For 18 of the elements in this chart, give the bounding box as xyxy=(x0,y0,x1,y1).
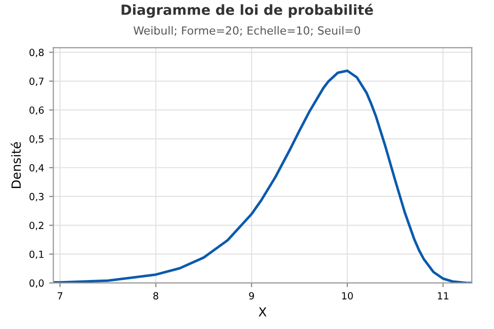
x-tick-label: 7 xyxy=(58,292,62,300)
y-tick-label: 0,3 xyxy=(30,192,44,202)
x-tick-label: 9 xyxy=(249,292,254,300)
y-tick-label: 0,8 xyxy=(30,48,44,58)
x-tick-label: 8 xyxy=(153,292,158,300)
chart-title: Diagramme de loi de probabilité xyxy=(122,4,373,18)
y-tick-label: 0,2 xyxy=(30,222,44,230)
y-tick-label: 0,6 xyxy=(30,106,44,115)
x-tick-label: 10 xyxy=(342,292,353,300)
chart-subtitle: Weibull; Forme=20; Echelle=10; Seuil=0 xyxy=(134,26,360,36)
x-tick-label: 11 xyxy=(438,292,448,300)
x-axis-title: X xyxy=(258,307,266,316)
y-tick-label: 0,7 xyxy=(30,78,44,86)
y-tick-label: 0,4 xyxy=(30,164,44,172)
y-tick-label: 0,1 xyxy=(30,250,44,259)
y-axis-title: Densité xyxy=(10,142,21,188)
y-tick-label: 0,0 xyxy=(30,279,44,288)
y-tick-label: 0,5 xyxy=(30,135,44,144)
